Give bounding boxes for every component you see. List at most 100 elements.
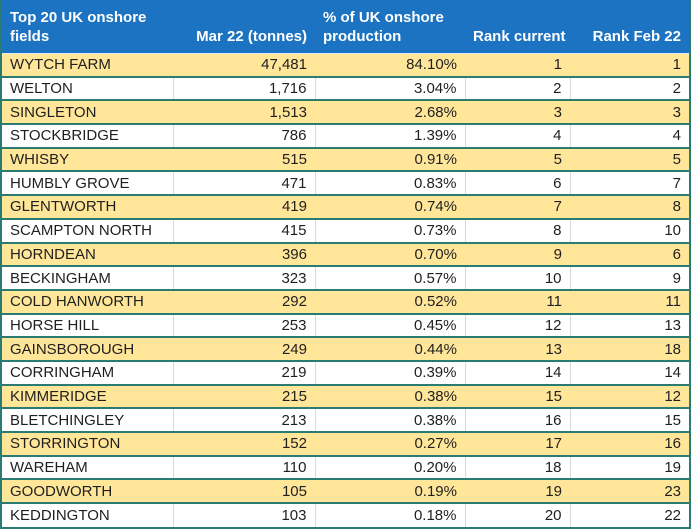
column-header-rank-feb22: Rank Feb 22 bbox=[570, 0, 689, 53]
cell-rank-feb22: 22 bbox=[569, 503, 689, 527]
cell-pct-production: 2.68% bbox=[414, 103, 457, 121]
cell-rank-feb22: 14 bbox=[569, 360, 689, 385]
cell-field-name: COLD HANWORTH bbox=[10, 293, 144, 311]
cell-field-name: HUMBLY GROVE bbox=[10, 174, 130, 192]
table-row: SINGLETON 1,513 2.68% 3 3 bbox=[2, 100, 689, 125]
cell-field-name: BECKINGHAM bbox=[10, 269, 111, 287]
cell-field-name: CORRINGHAM bbox=[10, 364, 115, 382]
cell-pct-production: 0.70% bbox=[414, 245, 457, 263]
cell-rank-feb22: 5 bbox=[672, 151, 681, 169]
cell-field-name: WAREHAM bbox=[10, 459, 88, 477]
cell-rank-feb22: 10 bbox=[569, 218, 689, 243]
cell-mar22-tonnes: 419 bbox=[281, 198, 307, 216]
cell-mar22-tonnes: 1,513 bbox=[269, 103, 307, 121]
cell-mar22-tonnes: 215 bbox=[281, 387, 307, 405]
cell-rank-feb22: 9 bbox=[569, 266, 689, 290]
cell-mar22-tonnes: 323 bbox=[172, 266, 315, 290]
cell-rank-current: 13 bbox=[545, 340, 562, 358]
cell-field-name: WELTON bbox=[10, 80, 73, 98]
cell-rank-feb22: 2 bbox=[569, 76, 689, 101]
cell-rank-current: 8 bbox=[464, 218, 570, 243]
cell-rank-current: 15 bbox=[545, 387, 562, 405]
cell-field-name: HORSE HILL bbox=[10, 316, 100, 334]
cell-rank-feb22: 18 bbox=[664, 340, 681, 358]
table-row: STOCKBRIDGE 786 1.39% 4 4 bbox=[2, 124, 689, 148]
cell-rank-feb22: 15 bbox=[569, 408, 689, 432]
cell-rank-feb22: 4 bbox=[569, 124, 689, 148]
cell-mar22-tonnes: 213 bbox=[172, 408, 315, 432]
table-row: KIMMERIDGE 215 0.38% 15 12 bbox=[2, 384, 689, 409]
cell-pct-production: 0.74% bbox=[414, 198, 457, 216]
table-body: WYTCH FARM 47,481 84.10% 1 1 WELTON 1,71… bbox=[2, 53, 689, 527]
cell-rank-current: 5 bbox=[553, 151, 562, 169]
cell-pct-production: 0.45% bbox=[314, 313, 465, 338]
cell-mar22-tonnes: 47,481 bbox=[261, 56, 307, 74]
cell-mar22-tonnes: 515 bbox=[281, 151, 307, 169]
cell-rank-current: 19 bbox=[545, 482, 562, 500]
cell-pct-production: 0.20% bbox=[314, 455, 465, 480]
cell-mar22-tonnes: 103 bbox=[172, 503, 315, 527]
table-row: GLENTWORTH 419 0.74% 7 8 bbox=[2, 195, 689, 219]
cell-rank-current: 2 bbox=[464, 76, 570, 101]
cell-pct-production: 0.38% bbox=[314, 408, 465, 432]
cell-field-name: GOODWORTH bbox=[10, 482, 113, 500]
cell-rank-current: 20 bbox=[464, 503, 570, 527]
cell-mar22-tonnes: 1,716 bbox=[172, 76, 315, 101]
table-row: BLETCHINGLEY 213 0.38% 16 15 bbox=[2, 408, 689, 432]
header-row: Top 20 UK onshore fields Mar 22 (tonnes)… bbox=[2, 0, 689, 53]
table-row: HORNDEAN 396 0.70% 9 6 bbox=[2, 242, 689, 267]
cell-rank-feb22: 6 bbox=[672, 245, 681, 263]
cell-field-name: STOCKBRIDGE bbox=[10, 127, 119, 145]
table-row: SCAMPTON NORTH 415 0.73% 8 10 bbox=[2, 218, 689, 243]
table-row: GAINSBOROUGH 249 0.44% 13 18 bbox=[2, 337, 689, 361]
column-header-fields-line2: fields bbox=[10, 27, 50, 45]
cell-pct-production: 0.18% bbox=[314, 503, 465, 527]
column-header-pct-line1: % of UK onshore bbox=[323, 8, 444, 26]
cell-rank-feb22: 3 bbox=[672, 103, 681, 121]
cell-rank-feb22: 19 bbox=[569, 455, 689, 480]
table-row: HORSE HILL 253 0.45% 12 13 bbox=[2, 313, 689, 338]
cell-pct-production: 0.73% bbox=[314, 218, 465, 243]
cell-field-name: WHISBY bbox=[10, 151, 70, 169]
cell-rank-feb22: 12 bbox=[664, 387, 681, 405]
cell-rank-current: 16 bbox=[464, 408, 570, 432]
cell-pct-production: 0.39% bbox=[314, 360, 465, 385]
cell-pct-production: 0.19% bbox=[414, 482, 457, 500]
cell-rank-current: 18 bbox=[464, 455, 570, 480]
cell-pct-production: 0.91% bbox=[414, 151, 457, 169]
cell-rank-feb22: 8 bbox=[672, 198, 681, 216]
cell-pct-production: 1.39% bbox=[314, 124, 465, 148]
table-row: CORRINGHAM 219 0.39% 14 14 bbox=[2, 360, 689, 385]
cell-mar22-tonnes: 249 bbox=[281, 340, 307, 358]
column-header-rank-current: Rank current bbox=[465, 0, 570, 53]
cell-rank-current: 1 bbox=[553, 56, 562, 74]
table-row: WYTCH FARM 47,481 84.10% 1 1 bbox=[2, 53, 689, 77]
cell-field-name: KIMMERIDGE bbox=[10, 387, 107, 405]
cell-field-name: WYTCH FARM bbox=[10, 56, 111, 74]
cell-mar22-tonnes: 292 bbox=[281, 293, 307, 311]
cell-pct-production: 3.04% bbox=[314, 76, 465, 101]
cell-mar22-tonnes: 415 bbox=[172, 218, 315, 243]
cell-rank-feb22: 7 bbox=[569, 171, 689, 196]
cell-field-name: GAINSBOROUGH bbox=[10, 340, 135, 358]
table-row: STORRINGTON 152 0.27% 17 16 bbox=[2, 432, 689, 456]
cell-rank-feb22: 16 bbox=[664, 435, 681, 453]
cell-field-name: SINGLETON bbox=[10, 103, 97, 121]
table-row: GOODWORTH 105 0.19% 19 23 bbox=[2, 479, 689, 504]
table-row: KEDDINGTON 103 0.18% 20 22 bbox=[2, 503, 689, 527]
cell-mar22-tonnes: 110 bbox=[172, 455, 315, 480]
cell-field-name: HORNDEAN bbox=[10, 245, 96, 263]
cell-rank-current: 6 bbox=[464, 171, 570, 196]
cell-rank-current: 12 bbox=[464, 313, 570, 338]
cell-rank-current: 10 bbox=[464, 266, 570, 290]
column-header-pct-production: % of UK onshore production bbox=[315, 0, 465, 53]
cell-mar22-tonnes: 786 bbox=[172, 124, 315, 148]
cell-pct-production: 0.44% bbox=[414, 340, 457, 358]
cell-rank-current: 3 bbox=[553, 103, 562, 121]
cell-pct-production: 0.57% bbox=[314, 266, 465, 290]
table-row: WHISBY 515 0.91% 5 5 bbox=[2, 147, 689, 172]
cell-field-name: GLENTWORTH bbox=[10, 198, 117, 216]
cell-mar22-tonnes: 253 bbox=[172, 313, 315, 338]
column-header-fields-line1: Top 20 UK onshore bbox=[10, 8, 147, 26]
